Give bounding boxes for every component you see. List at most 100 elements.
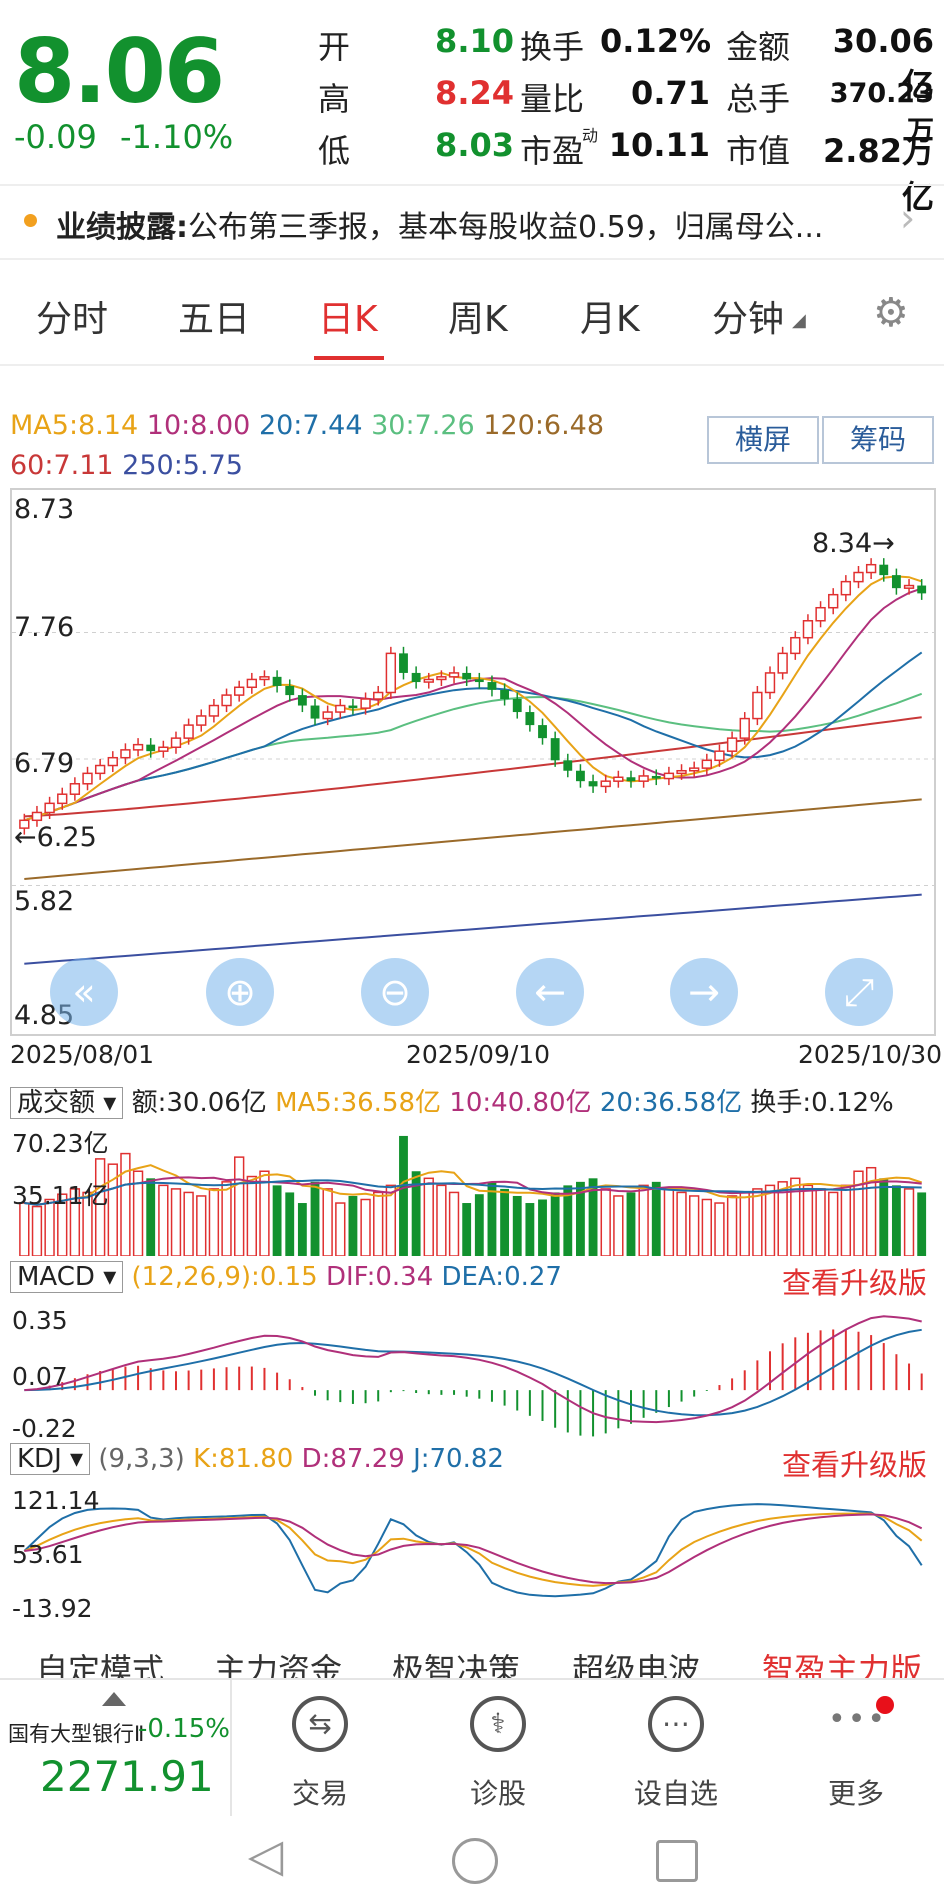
kline-chart[interactable] — [10, 488, 936, 1036]
volume-bar — [802, 1184, 814, 1256]
kdj-indicator-select[interactable]: KDJ ▾ — [10, 1443, 91, 1475]
tab-3[interactable]: 周K — [448, 299, 508, 340]
scroll-fast-left-icon[interactable]: « — [50, 958, 118, 1026]
ma250-line — [24, 893, 922, 965]
candle-body — [373, 691, 384, 700]
candle-body — [19, 819, 30, 829]
kdj-upgrade-link[interactable]: 查看升级版 — [782, 1448, 928, 1482]
volume-bar — [462, 1203, 472, 1256]
candle-body — [739, 717, 750, 739]
candle-body — [840, 580, 852, 596]
earnings-notice[interactable]: 业绩披露:公布第三季报，基本每股收益0.59，归属母公... — [56, 202, 823, 246]
quote-value: 0.71 — [631, 74, 710, 112]
candle-body — [221, 694, 232, 707]
quote-label: 低 — [318, 132, 351, 170]
volume-ma10: 10:40.80亿 — [449, 1088, 592, 1118]
volume-bar — [726, 1195, 738, 1256]
candle-body — [170, 737, 182, 749]
diagnose-icon[interactable]: ⚕ — [470, 1696, 526, 1752]
kdj-legend: KDJ ▾ (9,3,3) K:81.80 D:87.29 J:70.82 — [10, 1443, 504, 1475]
ma10-line — [24, 587, 923, 822]
arrow-right-icon[interactable]: → — [670, 958, 738, 1026]
gear-icon[interactable]: ⚙ — [873, 290, 909, 336]
fullscreen-icon[interactable]: ⤢ — [825, 958, 893, 1026]
system-recents-icon[interactable] — [656, 1840, 698, 1882]
candle-body — [689, 767, 700, 772]
nav-label[interactable]: 诊股 — [469, 1777, 526, 1810]
volume-bar — [31, 1205, 43, 1256]
volume-bar — [865, 1166, 877, 1256]
ma20-value: 20:7.44 — [258, 410, 363, 441]
macd-params: (12,26,9):0.15 — [131, 1262, 318, 1292]
kdj-d-line — [24, 1513, 923, 1585]
notice-title: 业绩披露: — [56, 210, 188, 245]
system-back-icon[interactable]: ◁ — [248, 1828, 284, 1882]
dropdown-corner-icon: ◢ — [792, 310, 806, 331]
ma20-line — [24, 651, 923, 822]
volume-ma20-line — [24, 1179, 922, 1206]
arrow-left-icon[interactable]: ← — [516, 958, 584, 1026]
volume-bar — [891, 1185, 901, 1256]
volume-bar — [651, 1181, 661, 1256]
watchlist-icon[interactable]: ⋯ — [648, 1696, 704, 1752]
landscape-button[interactable]: 横屏 — [707, 416, 819, 464]
more-icon[interactable]: ••• — [828, 1702, 888, 1737]
volume-bar — [132, 1170, 144, 1256]
ma5-line — [24, 575, 923, 822]
exchange-icon[interactable]: ⇆ — [292, 1696, 348, 1752]
y-tick-label: 8.73 — [14, 494, 75, 525]
x-tick-label: 2025/09/10 — [406, 1040, 551, 1069]
candle-body — [777, 652, 788, 674]
tab-1[interactable]: 五日 — [178, 299, 251, 340]
volume-ma5: MA5:36.58亿 — [275, 1088, 442, 1118]
ma30-line — [24, 692, 923, 822]
zoom-out-icon[interactable]: ⊖ — [361, 958, 429, 1026]
tab-4[interactable]: 月K — [580, 299, 640, 340]
candle-body — [158, 746, 169, 752]
volume-bar — [790, 1177, 801, 1256]
volume-ma20: 20:36.58亿 — [599, 1088, 743, 1118]
volume-chart[interactable] — [10, 1126, 936, 1256]
tab-5[interactable]: 分钟 — [712, 299, 785, 340]
candle-body — [752, 691, 763, 720]
candle-body — [828, 593, 839, 609]
volume-indicator-select[interactable]: 成交额 ▾ — [10, 1087, 124, 1119]
candle-body — [399, 653, 408, 673]
nav-label[interactable]: 设自选 — [633, 1777, 718, 1810]
zoom-in-icon[interactable]: ⊕ — [206, 958, 274, 1026]
candle-body — [208, 704, 220, 717]
nav-label[interactable]: 交易 — [291, 1777, 348, 1810]
candle-body — [701, 759, 712, 769]
candle-body — [651, 775, 661, 779]
tab-0[interactable]: 分时 — [36, 299, 109, 340]
kdj-chart[interactable] — [10, 1484, 936, 1610]
tab-2[interactable]: 日K — [318, 299, 378, 340]
candle-body — [423, 678, 434, 683]
y-tick-label: 6.79 — [14, 748, 75, 779]
candle-body — [891, 575, 901, 589]
volume-bar — [246, 1175, 257, 1256]
y-tick-label: 7.76 — [14, 612, 75, 643]
volume-amount: 额:30.06亿 — [131, 1088, 267, 1118]
ma30-value: 30:7.26 — [371, 410, 475, 441]
volume-bar — [183, 1191, 194, 1256]
candle-body — [448, 672, 460, 678]
volume-bar — [107, 1163, 118, 1256]
ma120-line — [24, 798, 922, 880]
chevron-right-icon[interactable]: › — [900, 196, 916, 240]
kdj-k-line — [23, 1512, 923, 1587]
volume-bar — [158, 1184, 169, 1256]
system-home-icon[interactable] — [452, 1838, 498, 1884]
volume-bar — [69, 1188, 81, 1256]
notice-text: 公布第三季报，基本每股收益0.59，归属母公... — [188, 210, 824, 245]
macd-chart[interactable] — [10, 1304, 936, 1444]
index-name[interactable]: 国有大型银行Ⅱ — [8, 1722, 145, 1746]
y-tick-label: 5.82 — [14, 886, 75, 917]
chips-button[interactable]: 筹码 — [822, 416, 934, 464]
nav-label[interactable]: 更多 — [827, 1777, 884, 1810]
candle-body — [285, 685, 295, 696]
macd-indicator-select[interactable]: MACD ▾ — [10, 1261, 124, 1293]
kdj-j-line — [23, 1503, 923, 1598]
macd-upgrade-link[interactable]: 查看升级版 — [782, 1266, 928, 1300]
volume-bar — [360, 1198, 371, 1256]
